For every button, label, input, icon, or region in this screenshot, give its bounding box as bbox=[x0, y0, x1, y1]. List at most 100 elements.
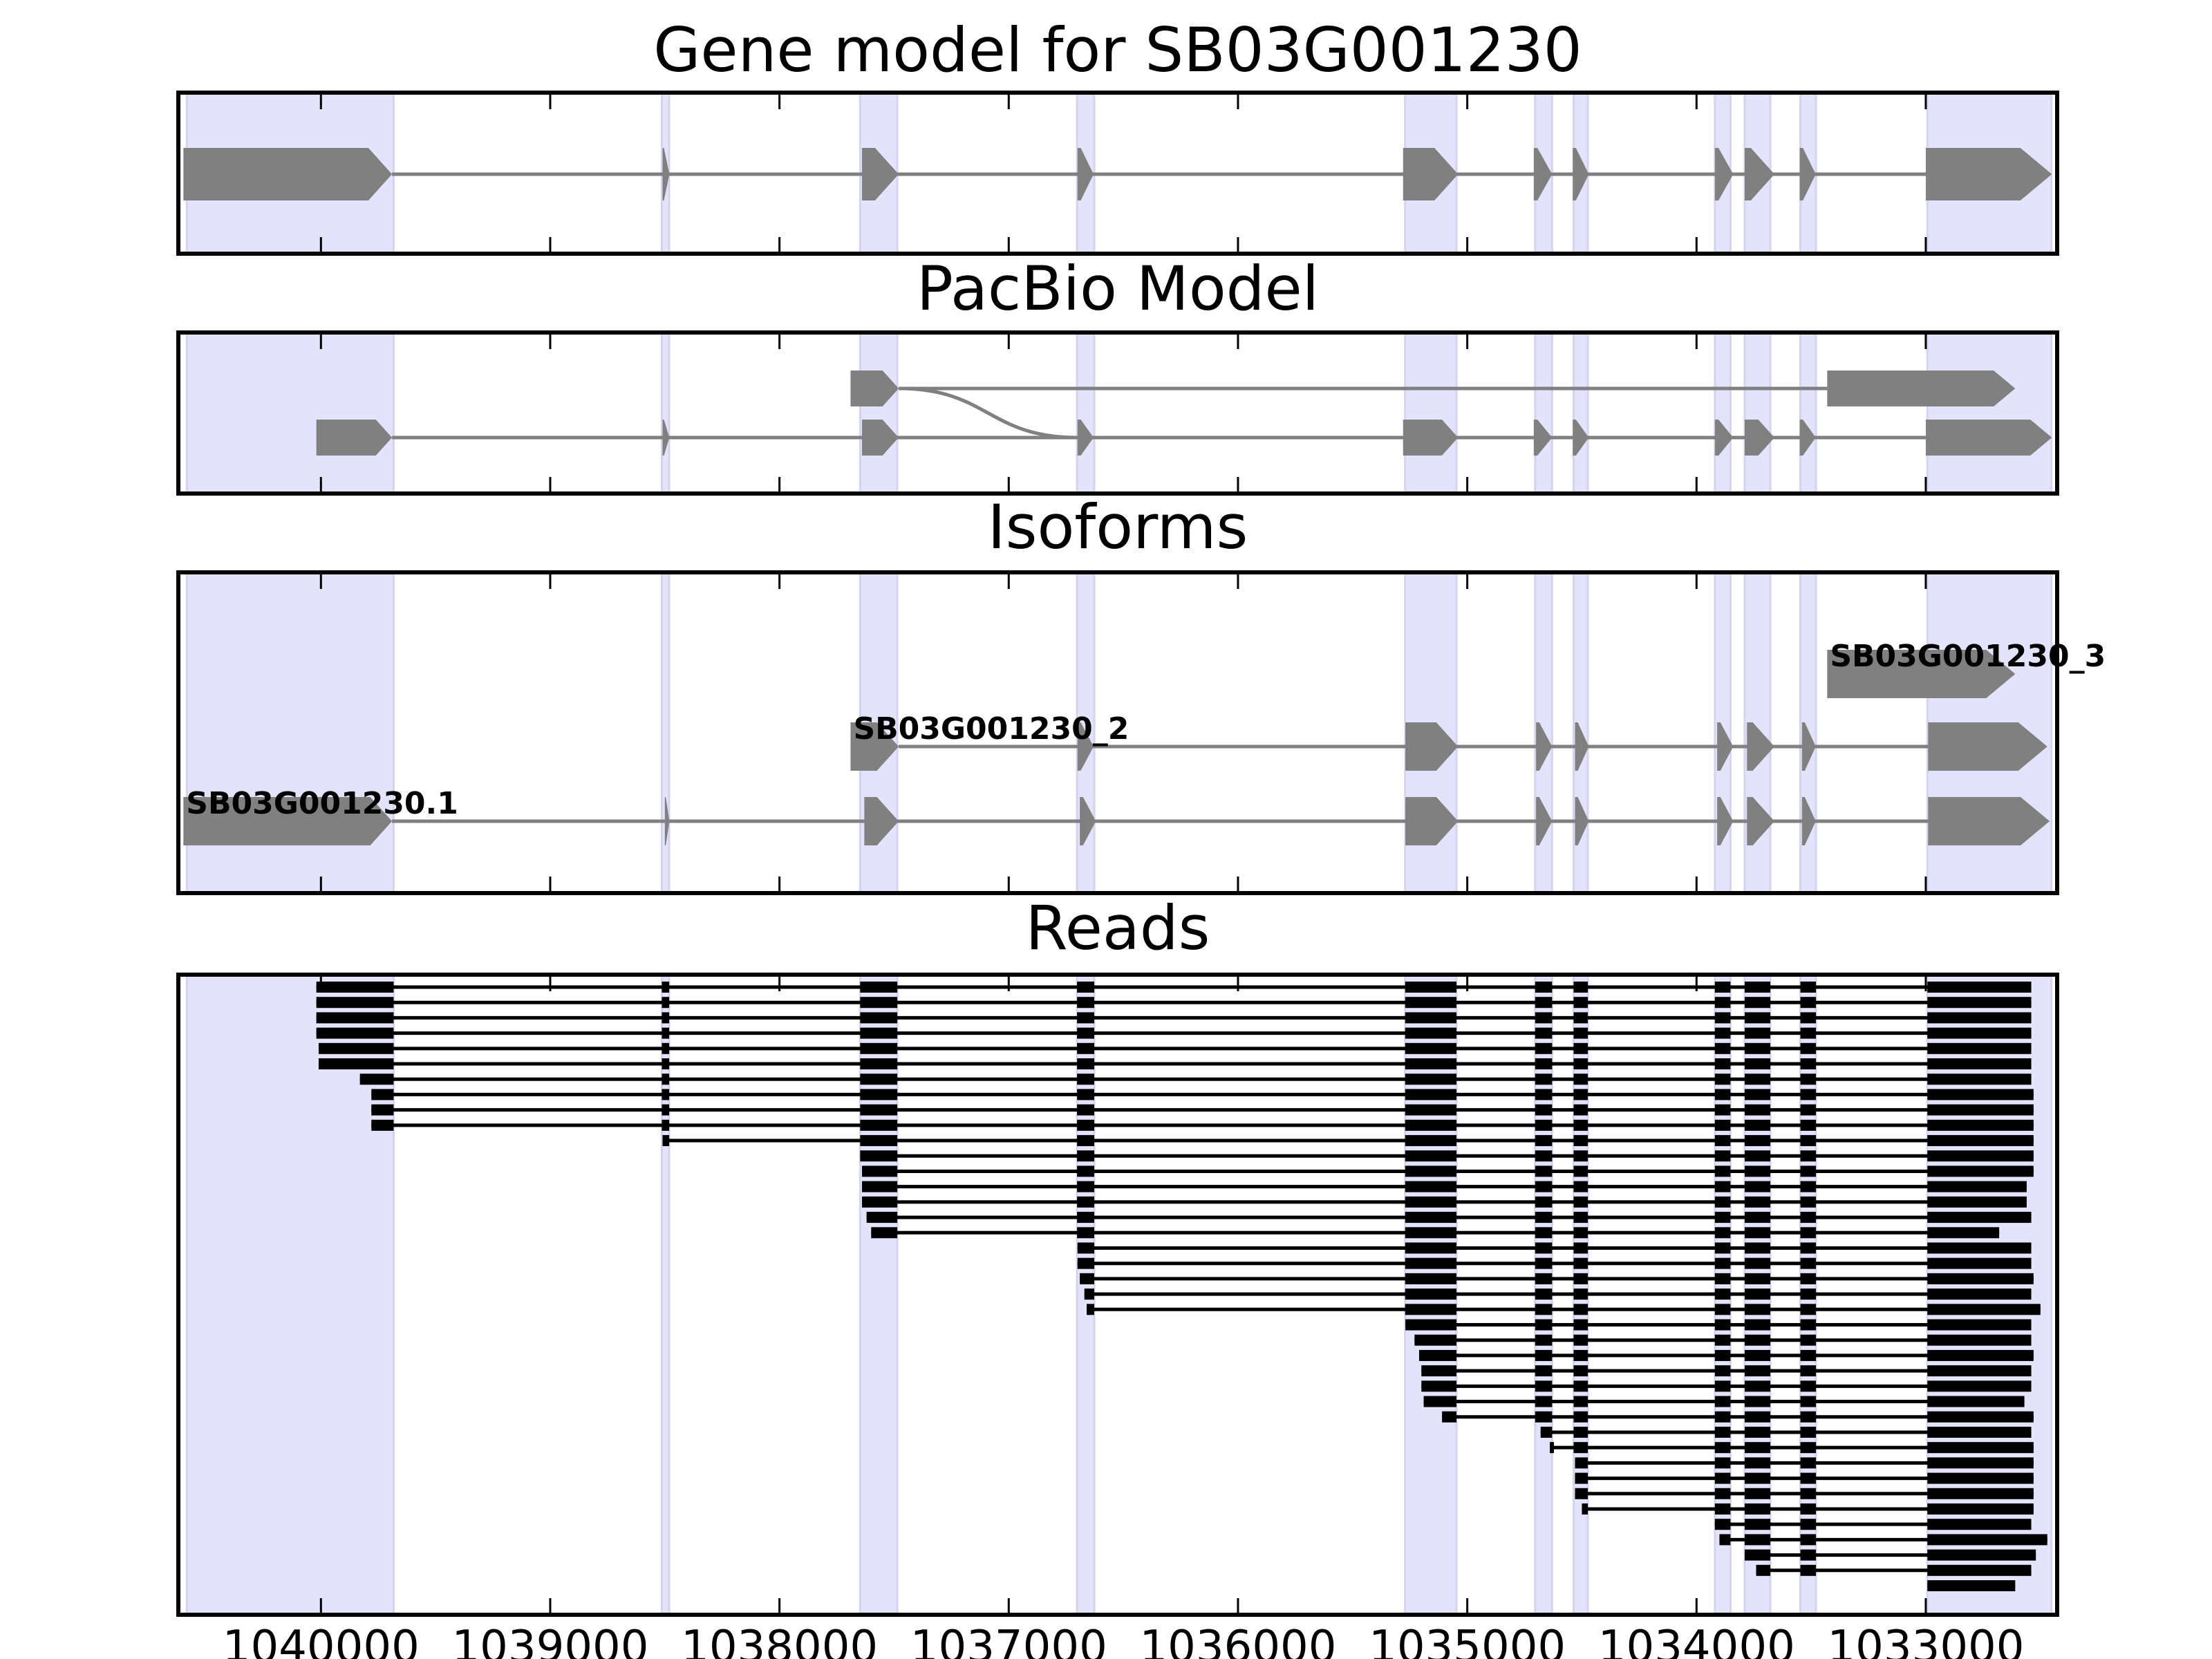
exon bbox=[1714, 148, 1734, 200]
read-block bbox=[1744, 1411, 1771, 1423]
read-block bbox=[1077, 1150, 1095, 1162]
exon bbox=[1801, 797, 1816, 845]
read-block bbox=[860, 1089, 898, 1100]
read-block bbox=[1714, 1472, 1731, 1484]
exon bbox=[1717, 722, 1734, 771]
panel-title: Reads bbox=[1026, 892, 1210, 964]
read-block bbox=[1575, 1457, 1588, 1469]
read-block bbox=[1405, 1181, 1457, 1192]
read-block bbox=[316, 1027, 394, 1039]
exon-shading bbox=[1573, 331, 1589, 495]
read-block bbox=[1535, 1150, 1553, 1162]
read-block bbox=[1744, 1457, 1771, 1469]
read-block bbox=[1714, 1334, 1731, 1346]
read-block bbox=[1535, 1227, 1553, 1239]
read-block bbox=[316, 982, 394, 993]
read-block bbox=[1927, 1273, 2034, 1284]
read bbox=[1442, 1411, 2034, 1423]
read-block bbox=[1800, 1181, 1817, 1192]
exon bbox=[316, 420, 393, 456]
read-block bbox=[1077, 1058, 1095, 1070]
exon bbox=[1405, 722, 1459, 771]
read-block bbox=[1535, 1119, 1553, 1131]
read-block bbox=[1573, 1165, 1588, 1177]
panels: Gene model for SB03G001230 PacBio Model Is… bbox=[176, 15, 2106, 1617]
read-block bbox=[1405, 1319, 1457, 1331]
read-block bbox=[1573, 1349, 1588, 1361]
exon bbox=[1928, 722, 2047, 771]
read-block bbox=[1800, 1334, 1817, 1346]
exon bbox=[1080, 797, 1096, 845]
read-block bbox=[1800, 1549, 1817, 1561]
read-block bbox=[1800, 1058, 1817, 1070]
read-block bbox=[1573, 1027, 1588, 1039]
read bbox=[1575, 1472, 2034, 1484]
read bbox=[1714, 1519, 2032, 1530]
read-block bbox=[1927, 1396, 2025, 1407]
read-block bbox=[1573, 1242, 1588, 1254]
read-block bbox=[1714, 1365, 1731, 1377]
read-block bbox=[1405, 1273, 1457, 1284]
read-block bbox=[1405, 982, 1457, 993]
read-block bbox=[371, 1119, 394, 1131]
read-block bbox=[860, 1027, 898, 1039]
exon-shading bbox=[859, 973, 899, 1616]
read-block bbox=[1744, 1212, 1771, 1224]
read-block bbox=[1927, 1212, 2032, 1224]
exon bbox=[1744, 420, 1775, 456]
read-block bbox=[1927, 1027, 2032, 1039]
track: SB03G001230_2 bbox=[850, 711, 2047, 771]
read-block bbox=[1744, 1288, 1771, 1300]
read bbox=[862, 1181, 2027, 1192]
read-block bbox=[1573, 1365, 1588, 1377]
read-block bbox=[318, 1042, 394, 1054]
read bbox=[318, 1058, 2032, 1070]
exon-shading bbox=[660, 973, 671, 1616]
read-block bbox=[1744, 1503, 1771, 1515]
read-block bbox=[1714, 1089, 1731, 1100]
read-block bbox=[1714, 1488, 1731, 1499]
exon bbox=[864, 797, 899, 845]
read-block bbox=[1573, 997, 1588, 1009]
read-block bbox=[1744, 1396, 1771, 1407]
read-block bbox=[1744, 1273, 1771, 1284]
read-block bbox=[1535, 1012, 1553, 1024]
read-block bbox=[1535, 1181, 1553, 1192]
read bbox=[662, 1135, 2034, 1147]
read-block bbox=[1714, 982, 1731, 993]
read-block bbox=[1744, 1442, 1771, 1454]
read-block bbox=[1714, 1104, 1731, 1116]
read-block bbox=[1744, 1119, 1771, 1131]
read-block bbox=[1927, 1349, 2034, 1361]
read-block bbox=[1077, 997, 1095, 1009]
read-block bbox=[1927, 1319, 2032, 1331]
read bbox=[1414, 1334, 2032, 1346]
read-block bbox=[1714, 1273, 1731, 1284]
read-block bbox=[1573, 1012, 1588, 1024]
read-block bbox=[1573, 1150, 1588, 1162]
read-block bbox=[1535, 1027, 1553, 1039]
read-block bbox=[662, 997, 670, 1009]
exon bbox=[1536, 722, 1553, 771]
read-block bbox=[1421, 1365, 1457, 1377]
exon-shading bbox=[1404, 331, 1458, 495]
exon bbox=[1403, 420, 1459, 456]
read-block bbox=[1800, 1212, 1817, 1224]
track bbox=[183, 148, 2052, 200]
panel-frame bbox=[176, 330, 2059, 496]
exon bbox=[1573, 420, 1589, 456]
exon-shading bbox=[1076, 331, 1096, 495]
read-block bbox=[1714, 1457, 1731, 1469]
read-block bbox=[359, 1074, 394, 1085]
exon-shading bbox=[1926, 331, 2053, 495]
read-block bbox=[1800, 1104, 1817, 1116]
read-block bbox=[1800, 1442, 1817, 1454]
read-block bbox=[662, 1058, 670, 1070]
read-block bbox=[1927, 1519, 2032, 1530]
read-block bbox=[1800, 1426, 1817, 1438]
read-block bbox=[1800, 1227, 1817, 1239]
read-block bbox=[860, 1012, 898, 1024]
read-block bbox=[1800, 1396, 1817, 1407]
exon bbox=[662, 148, 670, 200]
read-block bbox=[1573, 1227, 1588, 1239]
